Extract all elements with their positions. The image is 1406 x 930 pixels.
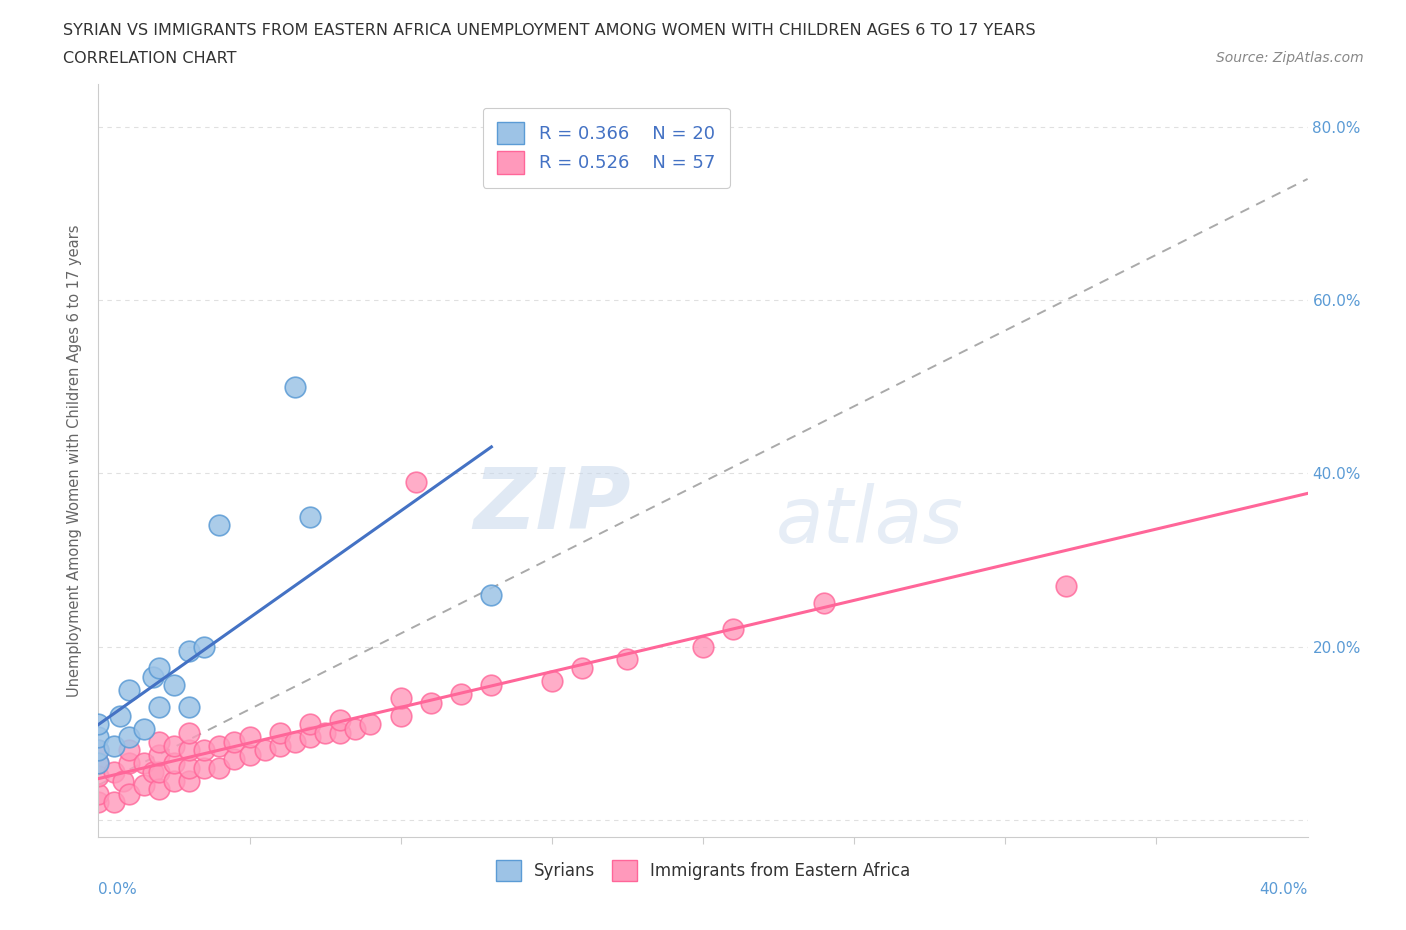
Point: [389, 709, 412, 724]
Point: [208, 761, 231, 776]
Point: [132, 777, 155, 792]
Point: [163, 773, 186, 788]
Point: [1054, 578, 1077, 593]
Point: [148, 699, 170, 714]
Point: [148, 748, 170, 763]
Point: [118, 786, 141, 801]
Point: [179, 699, 201, 714]
Point: [239, 730, 262, 745]
Point: [108, 709, 131, 724]
Point: [179, 773, 201, 788]
Point: [299, 717, 322, 732]
Point: [111, 773, 134, 788]
Point: [132, 722, 155, 737]
Point: [193, 743, 215, 758]
Point: [87, 756, 110, 771]
Point: [148, 735, 170, 750]
Point: [253, 743, 276, 758]
Point: [329, 712, 352, 727]
Text: CORRELATION CHART: CORRELATION CHART: [63, 51, 236, 66]
Text: 0.0%: 0.0%: [98, 883, 138, 897]
Point: [813, 596, 835, 611]
Point: [179, 743, 201, 758]
Point: [87, 743, 110, 758]
Point: [450, 686, 472, 701]
Point: [87, 730, 110, 745]
Point: [142, 670, 165, 684]
Point: [405, 474, 427, 489]
Point: [540, 673, 562, 688]
Text: atlas: atlas: [776, 483, 963, 559]
Legend: Syrians, Immigrants from Eastern Africa: Syrians, Immigrants from Eastern Africa: [488, 852, 918, 889]
Point: [329, 725, 352, 740]
Point: [148, 660, 170, 675]
Point: [87, 769, 110, 784]
Point: [616, 652, 638, 667]
Point: [118, 730, 141, 745]
Point: [269, 725, 291, 740]
Point: [87, 786, 110, 801]
Point: [142, 764, 165, 779]
Point: [314, 725, 336, 740]
Point: [239, 748, 262, 763]
Point: [208, 518, 231, 533]
Point: [179, 725, 201, 740]
Point: [163, 678, 186, 693]
Point: [118, 683, 141, 698]
Point: [148, 782, 170, 797]
Point: [481, 678, 503, 693]
Point: [299, 510, 322, 525]
Point: [87, 795, 110, 810]
Point: [87, 743, 110, 758]
Point: [224, 751, 246, 766]
Point: [299, 730, 322, 745]
Text: Source: ZipAtlas.com: Source: ZipAtlas.com: [1216, 51, 1364, 65]
Point: [163, 738, 186, 753]
Point: [692, 639, 714, 654]
Point: [163, 756, 186, 771]
Point: [420, 696, 443, 711]
Point: [103, 764, 125, 779]
Point: [132, 756, 155, 771]
Point: [179, 644, 201, 658]
Point: [179, 761, 201, 776]
Point: [284, 379, 307, 394]
Point: [103, 738, 125, 753]
Point: [360, 717, 382, 732]
Point: [103, 795, 125, 810]
Point: [269, 738, 291, 753]
Point: [723, 622, 745, 637]
Point: [87, 756, 110, 771]
Y-axis label: Unemployment Among Women with Children Ages 6 to 17 years: Unemployment Among Women with Children A…: [67, 224, 83, 697]
Point: [224, 735, 246, 750]
Point: [118, 756, 141, 771]
Text: ZIP: ZIP: [472, 464, 630, 547]
Point: [87, 717, 110, 732]
Point: [193, 639, 215, 654]
Point: [571, 660, 593, 675]
Point: [193, 761, 215, 776]
Point: [284, 735, 307, 750]
Point: [389, 691, 412, 706]
Point: [148, 764, 170, 779]
Point: [118, 743, 141, 758]
Text: 40.0%: 40.0%: [1260, 883, 1308, 897]
Point: [208, 738, 231, 753]
Point: [481, 587, 503, 602]
Point: [344, 722, 367, 737]
Text: SYRIAN VS IMMIGRANTS FROM EASTERN AFRICA UNEMPLOYMENT AMONG WOMEN WITH CHILDREN : SYRIAN VS IMMIGRANTS FROM EASTERN AFRICA…: [63, 23, 1036, 38]
